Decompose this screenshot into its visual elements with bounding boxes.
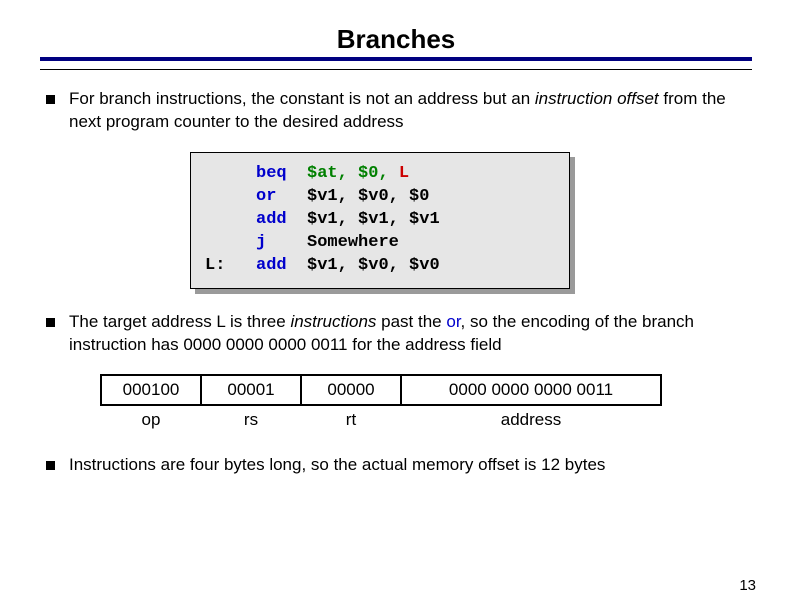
- bullet-3: Instructions are four bytes long, so the…: [46, 454, 752, 477]
- bullet-1-pre: For branch instructions, the constant is…: [69, 89, 535, 108]
- code-l2-args: $v1, $v1, $v1: [307, 210, 440, 229]
- code-l0-a2: $0,: [358, 164, 389, 183]
- bullet-1: For branch instructions, the constant is…: [46, 88, 752, 134]
- code-l3-mn: j: [256, 233, 266, 252]
- encoding-cell-address: 0000 0000 0000 0011: [401, 375, 661, 405]
- code-l1-args: $v1, $v0, $0: [307, 187, 429, 206]
- bullet-3-text: Instructions are four bytes long, so the…: [69, 454, 752, 477]
- encoding-label-rs: rs: [201, 405, 301, 434]
- encoding-label-address: address: [401, 405, 661, 434]
- code-l4-args: $v1, $v0, $v0: [307, 256, 440, 275]
- code-l1-mn: or: [256, 187, 276, 206]
- bullet-1-em: instruction offset: [535, 89, 659, 108]
- code-block: beq $at, $0, L or $v1, $v0, $0 add $v1, …: [190, 152, 570, 289]
- encoding-cell-op: 000100: [101, 375, 201, 405]
- bullet-icon: [46, 95, 55, 104]
- code-l4-label: L:: [205, 256, 225, 275]
- encoding-cell-rt: 00000: [301, 375, 401, 405]
- slide-title: Branches: [40, 24, 752, 55]
- bullet-2-em: instructions: [290, 312, 376, 331]
- title-underline-thick: [40, 57, 752, 61]
- slide: Branches For branch instructions, the co…: [0, 0, 792, 612]
- encoding-label-rt: rt: [301, 405, 401, 434]
- bullet-icon: [46, 461, 55, 470]
- bullet-2-text: The target address L is three instructio…: [69, 311, 752, 357]
- code-l0-mn: beq: [256, 164, 287, 183]
- encoding-row-values: 000100 00001 00000 0000 0000 0000 0011: [101, 375, 661, 405]
- bullet-2-or: or: [446, 312, 460, 331]
- page-number: 13: [739, 577, 756, 594]
- code-l2-mn: add: [256, 210, 287, 229]
- encoding-cell-rs: 00001: [201, 375, 301, 405]
- encoding-label-op: op: [101, 405, 201, 434]
- bullet-2: The target address L is three instructio…: [46, 311, 752, 357]
- bullet-2-post1: past the: [376, 312, 446, 331]
- encoding-row-labels: op rs rt address: [101, 405, 661, 434]
- code-l4-mn: add: [256, 256, 287, 275]
- title-underline-thin: [40, 69, 752, 70]
- code-l0-a3: L: [399, 164, 409, 183]
- code-block-body: beq $at, $0, L or $v1, $v0, $0 add $v1, …: [190, 152, 570, 289]
- bullet-1-text: For branch instructions, the constant is…: [69, 88, 752, 134]
- code-l3-args: Somewhere: [307, 233, 399, 252]
- code-l0-a1: $at,: [307, 164, 348, 183]
- bullet-icon: [46, 318, 55, 327]
- bullet-2-pre: The target address L is three: [69, 312, 290, 331]
- encoding-table: 000100 00001 00000 0000 0000 0000 0011 o…: [100, 374, 662, 434]
